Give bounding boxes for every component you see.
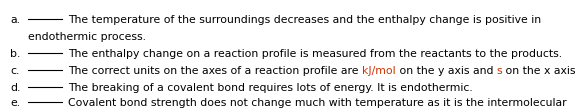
Text: The breaking of a covalent bond requires lots of energy. It is endothermic.: The breaking of a covalent bond requires…: [68, 83, 473, 93]
Text: e.: e.: [10, 98, 20, 108]
Text: Covalent bond strength does not change much with temperature as it is the interm: Covalent bond strength does not change m…: [68, 98, 566, 108]
Text: b.: b.: [10, 49, 20, 59]
Text: c.: c.: [10, 66, 20, 76]
Text: a.: a.: [10, 15, 20, 25]
Text: kJ/mol: kJ/mol: [362, 66, 396, 76]
Text: on the y axis and: on the y axis and: [396, 66, 497, 76]
Text: The correct units on the axes of a reaction profile are: The correct units on the axes of a react…: [68, 66, 362, 76]
Text: on the x axis: on the x axis: [502, 66, 575, 76]
Text: The enthalpy change on a reaction profile is measured from the reactants to the : The enthalpy change on a reaction profil…: [68, 49, 562, 59]
Text: s: s: [497, 66, 502, 76]
Text: endothermic process.: endothermic process.: [28, 32, 146, 42]
Text: d.: d.: [10, 83, 20, 93]
Text: The temperature of the surroundings decreases and the enthalpy change is positiv: The temperature of the surroundings decr…: [68, 15, 541, 25]
